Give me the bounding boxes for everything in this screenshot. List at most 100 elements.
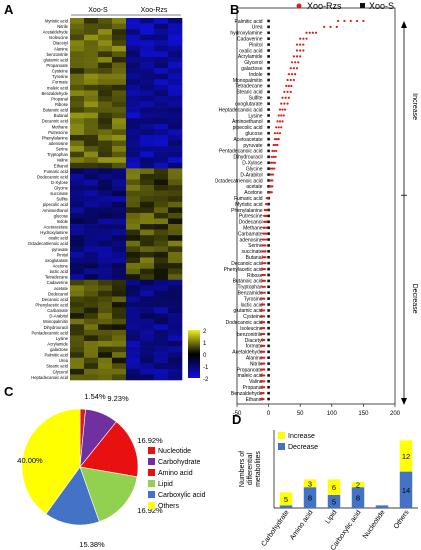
heatmap-cell: [126, 290, 141, 297]
heatmap-cell: [140, 151, 155, 158]
dot-xoo-rzs: [260, 362, 263, 365]
heatmap-cell: [168, 62, 183, 69]
dot-xoo-s: [267, 102, 270, 105]
heatmap-cell: [140, 56, 155, 63]
heatmap-cell: [168, 374, 183, 381]
heatmap-row-label: Benzaldehyde: [41, 91, 68, 96]
heatmap-cell: [112, 84, 127, 91]
dot-xoo-s: [267, 108, 270, 111]
heatmap-cell: [70, 129, 85, 136]
heatmap-cell: [70, 251, 85, 258]
x-tick-label: 150: [358, 411, 369, 417]
dot-xoo-s: [267, 261, 270, 265]
heatmap-row-label: acetate: [54, 286, 68, 291]
dot-xoo-rzs: [260, 356, 263, 359]
dot-plot-category-label: Cadaverine: [237, 36, 263, 42]
heatmap-row-label: Decanoic acid: [42, 297, 69, 302]
heatmap-cell: [98, 346, 113, 353]
heatmap-cell: [112, 246, 127, 253]
heatmap-cell: [98, 84, 113, 91]
heatmap-cell: [84, 40, 99, 47]
heatmap-cell: [70, 363, 85, 370]
heatmap-cell: [98, 296, 113, 303]
dot-xoo-s: [267, 338, 270, 342]
heatmap-cell: [168, 29, 183, 36]
dot-xoo-s: [267, 90, 270, 94]
heatmap-cell: [154, 229, 169, 236]
heatmap-cell: [70, 18, 85, 24]
dot-plot-category-label: Acetoacetate: [233, 137, 262, 143]
pie-value-label: 40.00%: [17, 456, 43, 465]
heatmap-cell: [154, 29, 169, 36]
heatmap-cell: [140, 307, 155, 314]
dot-xoo-rzs: [261, 267, 264, 271]
dot-plot-category-label: Urea: [252, 25, 263, 31]
heatmap-cell: [126, 190, 141, 197]
heatmap-cell: [84, 368, 99, 375]
dot-xoo-s: [267, 356, 270, 359]
dot-xoo-rzs: [260, 291, 263, 294]
dot-xoo-rzs: [302, 37, 305, 40]
heatmap-cell: [98, 279, 113, 286]
heatmap-cell: [84, 302, 99, 308]
heatmap-row-label: Fumaric acid: [44, 169, 69, 174]
heatmap-cell: [112, 341, 127, 347]
heatmap-cell: [140, 240, 155, 247]
heatmap-cell: [84, 341, 99, 347]
heatmap-cell: [112, 346, 127, 353]
heatmap-cell: [168, 212, 183, 219]
heatmap-cell: [126, 123, 141, 130]
dot-plot-category-label: Tetradecane: [235, 84, 263, 90]
heatmap-cell: [126, 18, 141, 24]
heatmap-cell: [126, 79, 141, 86]
heatmap-cell: [140, 235, 155, 242]
heatmap-cell: [168, 201, 183, 208]
heatmap-cell: [154, 151, 169, 158]
heatmap-cell: [84, 279, 99, 286]
heatmap-cell: [140, 196, 155, 203]
heatmap-cell: [140, 173, 155, 180]
heatmap-cell: [98, 251, 113, 258]
heatmap-cell: [154, 374, 169, 381]
dot-xoo-s: [267, 61, 270, 64]
heatmap-cell: [154, 173, 169, 180]
dot-plot-category-label: lactic acid: [241, 302, 263, 308]
heatmap-cell: [126, 112, 141, 119]
dot-plot-category-label: glucose: [245, 131, 262, 137]
heatmap-cell: [154, 123, 169, 130]
heatmap-row-label: pyruvate: [52, 247, 69, 252]
heatmap-cell: [126, 235, 141, 242]
heatmap-cell: [98, 229, 113, 236]
dot-plot-category-label: Acetaldehyde: [232, 350, 263, 356]
heatmap-cell: [84, 151, 99, 158]
heatmap-cell: [140, 68, 155, 74]
heatmap-cell: [140, 218, 155, 225]
dot-plot-category-label: galactose: [241, 66, 263, 72]
pie-legend-label: Carbohydrate: [158, 459, 201, 466]
heatmap-cell: [98, 68, 113, 74]
heatmap-cell: [98, 290, 113, 297]
heatmap-row-label: Lysine: [56, 336, 69, 341]
heatmap-color-tick: -1: [203, 365, 209, 371]
heatmap-cell: [70, 329, 85, 336]
dot-xoo-s: [267, 362, 270, 365]
heatmap-cell: [154, 335, 169, 342]
pie-value-label: 16.92%: [137, 506, 163, 515]
dot-plot-category-label: D-Xylose: [242, 161, 263, 167]
heatmap-cell: [98, 34, 113, 41]
heatmap-cell: [98, 257, 113, 264]
heatmap-cell: [84, 246, 99, 253]
heatmap-cell: [70, 185, 85, 191]
heatmap-cell: [84, 318, 99, 325]
dot-xoo-s: [267, 255, 270, 259]
dot-xoo-s: [267, 250, 270, 253]
dot-plot-category-label: Aminoethanol: [232, 119, 263, 125]
dot-plot-category-label: Benzamide: [238, 291, 263, 297]
heatmap-row-label: glucose: [54, 213, 69, 218]
heatmap-cell: [112, 40, 127, 47]
dot-plot-category-label: Propanal: [243, 385, 263, 391]
bar-value-label: 8: [308, 494, 312, 503]
dot-xoo-s: [267, 309, 270, 312]
heatmap-cell: [70, 368, 85, 375]
heatmap-cell: [126, 207, 141, 214]
